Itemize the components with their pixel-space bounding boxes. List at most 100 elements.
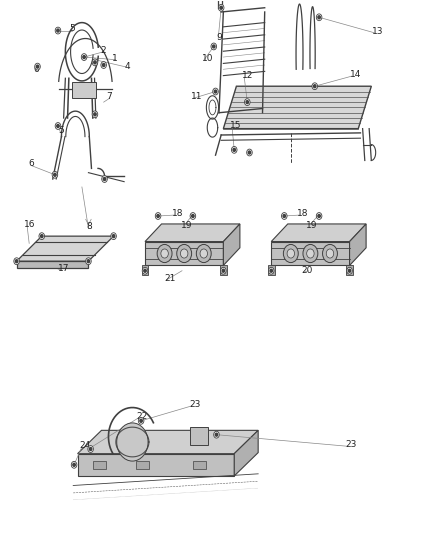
Circle shape (155, 213, 161, 220)
Text: 21: 21 (165, 273, 176, 282)
Circle shape (144, 269, 146, 272)
Circle shape (39, 233, 45, 239)
Circle shape (307, 249, 314, 258)
Circle shape (192, 214, 194, 217)
Circle shape (215, 433, 218, 436)
Circle shape (180, 249, 188, 258)
Circle shape (142, 268, 148, 274)
Polygon shape (271, 224, 366, 241)
Polygon shape (145, 241, 223, 265)
Text: 8: 8 (86, 222, 92, 231)
Circle shape (196, 245, 211, 263)
Circle shape (287, 249, 294, 258)
Circle shape (270, 269, 272, 272)
Circle shape (92, 59, 98, 66)
Circle shape (14, 258, 19, 264)
Circle shape (92, 111, 98, 118)
Circle shape (214, 90, 217, 93)
Circle shape (314, 85, 316, 88)
Circle shape (89, 448, 92, 450)
Circle shape (103, 177, 106, 181)
Circle shape (318, 16, 320, 19)
Text: 1: 1 (113, 54, 118, 63)
Circle shape (177, 245, 191, 263)
Circle shape (52, 172, 58, 178)
Circle shape (200, 249, 208, 258)
Circle shape (57, 29, 59, 32)
Circle shape (55, 27, 61, 34)
Text: 16: 16 (24, 220, 35, 229)
Bar (72, 82, 96, 98)
Circle shape (15, 260, 18, 263)
Bar (141, 265, 148, 275)
Circle shape (303, 245, 318, 263)
Circle shape (318, 214, 320, 217)
Polygon shape (145, 224, 240, 241)
Circle shape (83, 55, 85, 59)
Circle shape (246, 101, 248, 103)
Text: 12: 12 (242, 71, 254, 80)
Circle shape (220, 6, 223, 9)
Bar (136, 461, 149, 469)
Circle shape (113, 235, 115, 238)
Circle shape (347, 268, 352, 274)
Polygon shape (350, 224, 366, 265)
Text: 2: 2 (101, 46, 106, 55)
Polygon shape (271, 241, 350, 265)
Circle shape (282, 213, 287, 220)
Circle shape (316, 14, 322, 21)
Circle shape (221, 268, 226, 274)
Text: 23: 23 (189, 400, 201, 409)
Circle shape (283, 214, 286, 217)
Circle shape (71, 462, 77, 468)
Circle shape (88, 446, 93, 453)
Circle shape (111, 233, 117, 239)
Text: 23: 23 (345, 440, 357, 449)
Polygon shape (223, 224, 240, 265)
Text: 18: 18 (297, 209, 309, 218)
Bar (220, 265, 227, 275)
Circle shape (94, 113, 96, 116)
Circle shape (212, 45, 215, 48)
Bar (193, 461, 206, 469)
Polygon shape (78, 454, 234, 476)
Circle shape (35, 63, 40, 70)
Circle shape (233, 148, 236, 151)
Circle shape (161, 249, 168, 258)
Polygon shape (234, 430, 258, 476)
Text: 17: 17 (58, 264, 70, 273)
Text: 13: 13 (372, 27, 383, 36)
Circle shape (157, 214, 159, 217)
Circle shape (248, 151, 251, 154)
Text: 6: 6 (29, 159, 35, 168)
Circle shape (316, 213, 322, 220)
Circle shape (219, 4, 224, 11)
Circle shape (101, 62, 106, 68)
Polygon shape (17, 261, 88, 268)
Circle shape (102, 175, 107, 182)
Circle shape (214, 431, 219, 438)
Circle shape (36, 65, 39, 68)
Text: 11: 11 (191, 92, 202, 101)
Circle shape (283, 245, 298, 263)
Circle shape (117, 423, 148, 461)
Circle shape (326, 249, 334, 258)
Circle shape (55, 123, 61, 130)
Circle shape (247, 149, 252, 156)
Text: 18: 18 (173, 209, 184, 218)
Text: 20: 20 (302, 266, 313, 275)
Text: 19: 19 (306, 221, 318, 230)
Circle shape (86, 258, 91, 264)
Circle shape (54, 173, 56, 176)
Circle shape (102, 63, 105, 67)
Circle shape (94, 61, 96, 64)
Circle shape (157, 245, 172, 263)
Circle shape (231, 147, 237, 154)
Circle shape (244, 99, 250, 106)
Circle shape (57, 125, 59, 127)
Text: 9: 9 (216, 33, 222, 42)
Text: 7: 7 (106, 92, 112, 101)
Text: 5: 5 (69, 25, 74, 34)
Polygon shape (17, 236, 113, 261)
Circle shape (140, 419, 142, 422)
